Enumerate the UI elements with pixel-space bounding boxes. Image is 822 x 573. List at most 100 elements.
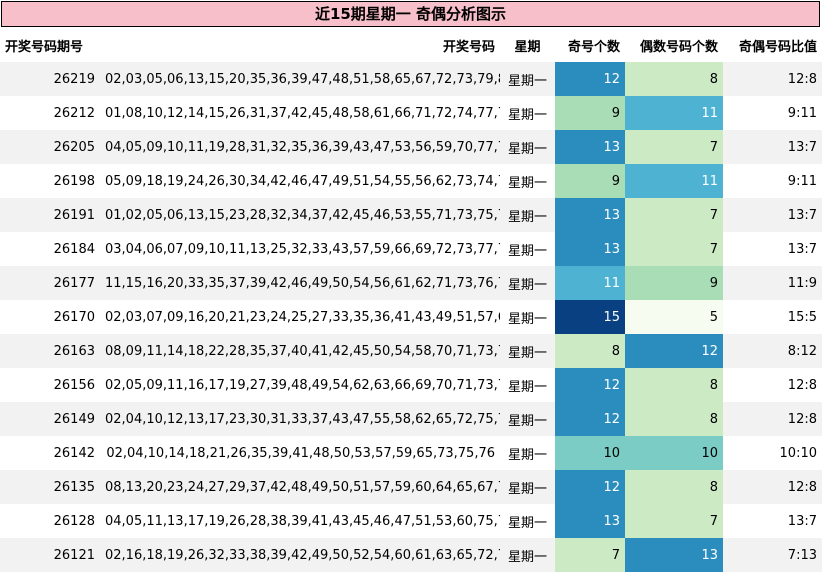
cell-odd-count: 13 xyxy=(555,198,625,232)
cell-even-count: 7 xyxy=(625,130,723,164)
table-row: 26142 02,04,10,14,18,21,26,35,39,41,48,50… xyxy=(0,436,822,470)
cell-period: 26135 xyxy=(0,470,100,504)
cell-odd-count: 7 xyxy=(555,538,625,572)
cell-numbers: 08,09,11,14,18,22,28,35,37,40,41,42,45,5… xyxy=(100,334,500,368)
cell-ratio: 7:13 xyxy=(723,538,822,572)
cell-odd-count: 13 xyxy=(555,232,625,266)
cell-period: 26121 xyxy=(0,538,100,572)
cell-numbers: 04,05,11,13,17,19,26,28,38,39,41,43,45,4… xyxy=(105,513,500,529)
cell-numbers: 02,04,10,14,18,21,26,35,39,41,48,50,53,5… xyxy=(106,445,495,461)
cell-even-count: 5 xyxy=(625,300,723,334)
cell-ratio: 10:10 xyxy=(779,445,817,461)
cell-period: 26142 xyxy=(53,445,95,461)
table-row: 26177 11,15,16,20,33,35,37,39,42,46,49,50… xyxy=(0,266,822,300)
table-row: 26219 02,03,05,06,13,15,20,35,36,39,47,48… xyxy=(0,62,822,96)
cell-even-count: 8 xyxy=(625,402,723,436)
cell-weekday: 星期一 xyxy=(500,62,555,96)
cell-period: 26149 xyxy=(0,402,100,436)
cell-odd-count: 8 xyxy=(555,334,625,368)
chart-title: 近15期星期一 奇偶分析图示 xyxy=(1,1,820,27)
cell-period: 26191 xyxy=(0,198,100,232)
cell-weekday: 星期一 xyxy=(500,538,555,572)
cell-period: 26156 xyxy=(53,377,95,393)
cell-numbers: 02,03,05,06,13,15,20,35,36,39,47,48,51,5… xyxy=(100,62,500,96)
table-row: 26170 02,03,07,09,16,20,21,23,24,25,27,33… xyxy=(0,300,822,334)
table-row: 26156 02,05,09,11,16,17,19,27,39,48,49,54… xyxy=(0,368,822,402)
cell-period: 26163 xyxy=(0,334,100,368)
data-table: 开奖号码期号 开奖号码 星期 奇号个数 偶数号码个数 奇偶号码比值 26219 0… xyxy=(0,28,822,572)
cell-weekday: 星期一 xyxy=(507,175,547,191)
cell-even-count: 7 xyxy=(625,504,723,538)
table-body: 26219 02,03,05,06,13,15,20,35,36,39,47,48… xyxy=(0,62,822,572)
cell-weekday: 星期一 xyxy=(500,334,555,368)
cell-ratio: 12:8 xyxy=(787,377,817,393)
cell-even-count: 8 xyxy=(625,470,723,504)
cell-period: 26184 xyxy=(53,241,95,257)
cell-ratio: 12:8 xyxy=(723,62,822,96)
cell-period: 26212 xyxy=(53,105,95,121)
cell-ratio: 12:8 xyxy=(723,402,822,436)
cell-period: 26170 xyxy=(53,309,95,325)
cell-ratio: 12:8 xyxy=(723,470,822,504)
cell-even-count: 8 xyxy=(625,368,723,402)
cell-numbers: 04,05,09,10,11,19,28,31,32,35,36,39,43,4… xyxy=(100,130,500,164)
cell-ratio: 15:5 xyxy=(787,309,817,325)
header-row: 开奖号码期号 开奖号码 星期 奇号个数 偶数号码个数 奇偶号码比值 xyxy=(0,28,822,62)
cell-period: 26128 xyxy=(53,513,95,529)
cell-even-count: 8 xyxy=(625,62,723,96)
table-row: 26128 04,05,11,13,17,19,26,28,38,39,41,43… xyxy=(0,504,822,538)
cell-weekday: 星期一 xyxy=(500,266,555,300)
cell-weekday: 星期一 xyxy=(507,447,547,463)
table-row: 26163 08,09,11,14,18,22,28,35,37,40,41,42… xyxy=(0,334,822,368)
cell-ratio: 8:12 xyxy=(723,334,822,368)
cell-even-count: 13 xyxy=(625,538,723,572)
cell-period: 26205 xyxy=(0,130,100,164)
cell-ratio: 13:7 xyxy=(787,513,817,529)
cell-odd-count: 13 xyxy=(555,130,625,164)
cell-weekday: 星期一 xyxy=(500,402,555,436)
cell-numbers: 02,03,07,09,16,20,21,23,24,25,27,33,35,3… xyxy=(105,309,500,325)
cell-ratio: 9:11 xyxy=(787,105,817,121)
cell-even-count: 11 xyxy=(625,164,723,198)
cell-numbers: 02,16,18,19,26,32,33,38,39,42,49,50,52,5… xyxy=(100,538,500,572)
cell-weekday: 星期一 xyxy=(507,243,547,259)
cell-numbers: 01,08,10,12,14,15,26,31,37,42,45,48,58,6… xyxy=(105,105,500,121)
cell-odd-count: 10 xyxy=(555,436,625,470)
cell-weekday: 星期一 xyxy=(507,379,547,395)
cell-weekday: 星期一 xyxy=(500,470,555,504)
table-row: 26149 02,04,10,12,13,17,23,30,31,33,37,43… xyxy=(0,402,822,436)
cell-odd-count: 12 xyxy=(555,470,625,504)
table-row: 26212 01,08,10,12,14,15,26,31,37,42,45,48… xyxy=(0,96,822,130)
cell-odd-count: 13 xyxy=(555,504,625,538)
cell-numbers: 05,09,18,19,24,26,30,34,42,46,47,49,51,5… xyxy=(105,173,500,189)
table-row: 26191 01,02,05,06,13,15,23,28,32,34,37,42… xyxy=(0,198,822,232)
header-even-count: 偶数号码个数 xyxy=(639,39,718,55)
table-row: 26205 04,05,09,10,11,19,28,31,32,35,36,39… xyxy=(0,130,822,164)
cell-ratio: 13:7 xyxy=(787,241,817,257)
header-period: 开奖号码期号 xyxy=(5,39,84,55)
header-odd-count: 奇号个数 xyxy=(567,39,620,55)
cell-period: 26219 xyxy=(0,62,100,96)
cell-even-count: 7 xyxy=(625,232,723,266)
cell-numbers: 08,13,20,23,24,27,29,37,42,48,49,50,51,5… xyxy=(100,470,500,504)
table-row: 26135 08,13,20,23,24,27,29,37,42,48,49,50… xyxy=(0,470,822,504)
cell-odd-count: 12 xyxy=(555,62,625,96)
cell-numbers: 02,05,09,11,16,17,19,27,39,48,49,54,62,6… xyxy=(105,377,500,393)
cell-even-count: 12 xyxy=(625,334,723,368)
cell-ratio: 9:11 xyxy=(787,173,817,189)
cell-even-count: 10 xyxy=(625,436,723,470)
cell-weekday: 星期一 xyxy=(507,107,547,123)
cell-period: 26198 xyxy=(53,173,95,189)
header-weekday: 星期 xyxy=(514,39,541,55)
cell-odd-count: 9 xyxy=(555,164,625,198)
header-numbers: 开奖号码 xyxy=(442,39,495,55)
cell-even-count: 7 xyxy=(625,198,723,232)
cell-ratio: 13:7 xyxy=(723,130,822,164)
cell-numbers: 11,15,16,20,33,35,37,39,42,46,49,50,54,5… xyxy=(100,266,500,300)
cell-odd-count: 15 xyxy=(555,300,625,334)
cell-weekday: 星期一 xyxy=(500,130,555,164)
cell-odd-count: 9 xyxy=(555,96,625,130)
cell-even-count: 9 xyxy=(625,266,723,300)
table-row: 26198 05,09,18,19,24,26,30,34,42,46,47,49… xyxy=(0,164,822,198)
